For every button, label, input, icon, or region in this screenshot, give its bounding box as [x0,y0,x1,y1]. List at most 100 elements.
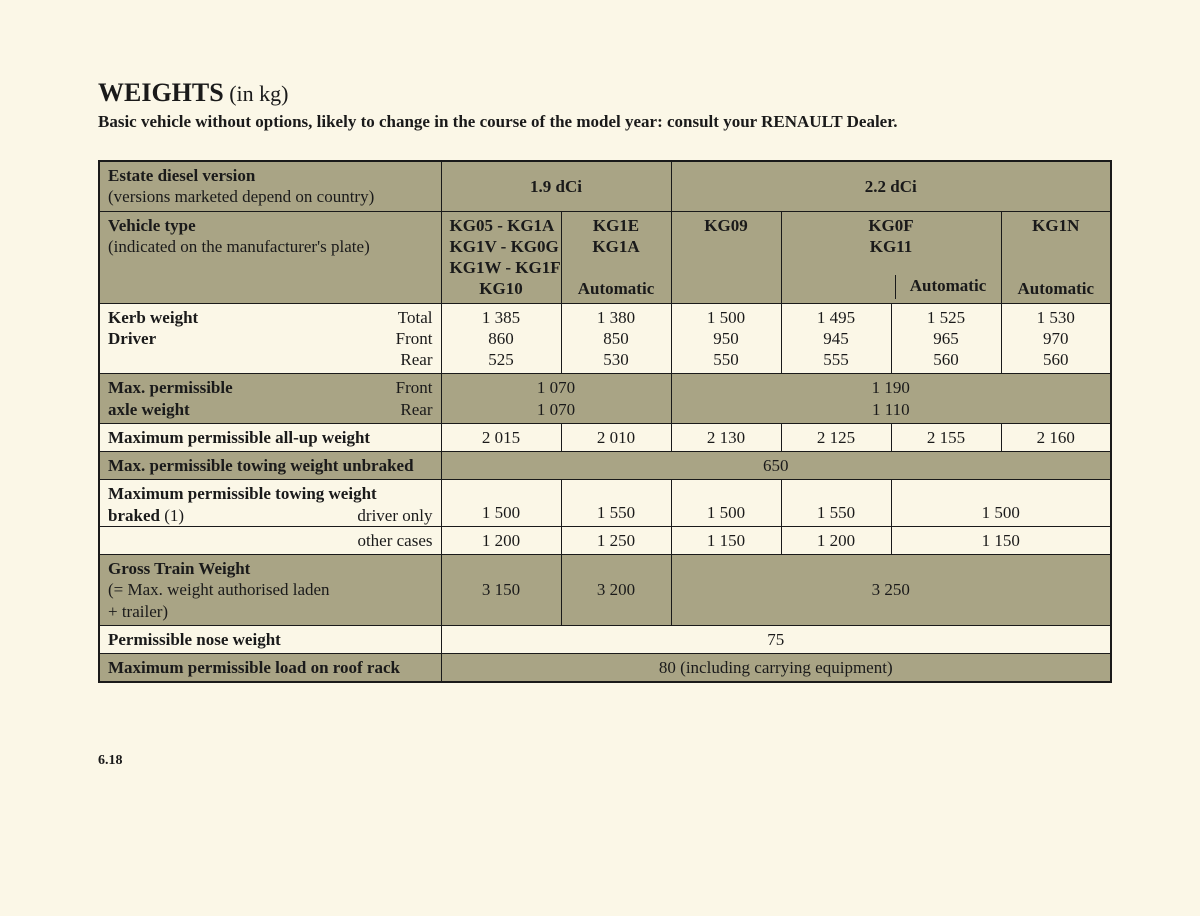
kerb-c5: 1 525 965 560 [891,303,1001,374]
hdr-col3: KG09 [671,211,781,303]
axle-g2-f: 1 190 [872,378,910,397]
braked-o-c1: 1 200 [441,526,561,554]
hdr-col6-l1: KG1N [1032,216,1079,235]
row-kerb-subs: Total Front Rear [349,303,441,374]
row-kerb-sub-front: Front [396,329,433,348]
axle-g1-f: 1 070 [537,378,575,397]
row-nose: Permissible nose weight 75 [99,625,1111,653]
gtw-c2: 3 200 [561,555,671,626]
row-braked-sub-other: other cases [99,526,441,554]
braked-o-c3: 1 150 [671,526,781,554]
kerb-c1-f: 860 [488,329,514,348]
weights-table: Estate diesel version (versions marketed… [98,160,1112,683]
kerb-c4-t: 1 495 [817,308,855,327]
hdr-col3-l1: KG09 [704,216,747,235]
braked-d-c2: 1 550 [561,480,671,527]
row-kerb-sub-rear: Rear [400,350,432,369]
braked-o-c2: 1 250 [561,526,671,554]
row-unbraked-val: 650 [441,452,1111,480]
hdr-vt-bold: Vehicle type [108,216,196,235]
row-braked-other: other cases 1 200 1 250 1 150 1 200 1 15… [99,526,1111,554]
hdr-vehicle-type: Vehicle type (indicated on the manufactu… [99,211,441,303]
row-axle-label: Max. permissible axle weight [99,374,349,424]
row-allup: Maximum permissible all-up weight 2 015 … [99,423,1111,451]
row-unbraked: Max. permissible towing weight unbraked … [99,452,1111,480]
hdr-col2-auto: Automatic [578,279,654,298]
kerb-c4: 1 495 945 555 [781,303,891,374]
kerb-c5-r: 560 [933,350,959,369]
allup-c5: 2 155 [891,423,1001,451]
row-kerb-label: Kerb weight Driver [99,303,349,374]
kerb-c2-t: 1 380 [597,308,635,327]
kerb-c1: 1 385 860 525 [441,303,561,374]
hdr-col6-auto: Automatic [1018,279,1094,298]
hdr-estate-bold: Estate diesel version [108,166,255,185]
kerb-c5-f: 965 [933,329,959,348]
row-gtw-l3: + trailer) [108,602,168,621]
document-page: WEIGHTS (in kg) Basic vehicle without op… [0,0,1200,769]
hdr-col4-5: KG0F KG11 Automatic [781,211,1001,303]
row-kerb-l2: Driver [108,329,156,348]
row-axle-subs: Front Rear [349,374,441,424]
row-gtw: Gross Train Weight (= Max. weight author… [99,555,1111,626]
subtitle: Basic vehicle without options, likely to… [98,112,1102,132]
row-axle-l2: axle weight [108,400,190,419]
header-row-vehicle-type: Vehicle type (indicated on the manufactu… [99,211,1111,303]
allup-c6: 2 160 [1001,423,1111,451]
kerb-c3-r: 550 [713,350,739,369]
kerb-c3-f: 950 [713,329,739,348]
hdr-vt-sub: (indicated on the manufacturer's plate) [108,237,370,256]
hdr-col6: KG1N Automatic [1001,211,1111,303]
kerb-c2: 1 380 850 530 [561,303,671,374]
allup-c3: 2 130 [671,423,781,451]
row-braked-l2: braked [108,506,160,525]
row-kerb-l1: Kerb weight [108,308,198,327]
hdr-estate: Estate diesel version (versions marketed… [99,161,441,211]
hdr-col2: KG1E KG1A Automatic [561,211,671,303]
allup-c2: 2 010 [561,423,671,451]
hdr-col1-l3: KG1W - KG1F [450,258,561,277]
braked-d-c56: 1 500 [891,480,1111,527]
hdr-engine-22: 2.2 dCi [671,161,1111,211]
row-unbraked-label: Max. permissible towing weight unbraked [99,452,441,480]
row-allup-label: Maximum permissible all-up weight [99,423,441,451]
gtw-c1: 3 150 [441,555,561,626]
kerb-c4-f: 945 [823,329,849,348]
row-kerb: Kerb weight Driver Total Front Rear 1 38… [99,303,1111,374]
row-braked-label: Maximum permissible towing weight braked… [99,480,441,527]
hdr-estate-sub: (versions marketed depend on country) [108,187,374,206]
hdr-col1-l1: KG05 - KG1A [450,216,555,235]
header-row-engine: Estate diesel version (versions marketed… [99,161,1111,211]
row-gtw-l1: Gross Train Weight [108,559,250,578]
row-gtw-l2: (= Max. weight authorised laden [108,580,330,599]
page-number: 6.18 [98,753,1102,769]
hdr-col1: KG05 - KG1A KG1V - KG0G KG1W - KG1F KG10 [441,211,561,303]
title-strong: WEIGHTS [98,78,224,107]
kerb-c3: 1 500 950 550 [671,303,781,374]
kerb-c2-r: 530 [603,350,629,369]
kerb-c6-r: 560 [1043,350,1069,369]
allup-c4: 2 125 [781,423,891,451]
row-nose-label: Permissible nose weight [99,625,441,653]
row-roof-val: 80 (including carrying equipment) [441,654,1111,683]
row-braked-l1: Maximum permissible towing weight [108,484,377,503]
kerb-c1-t: 1 385 [482,308,520,327]
allup-c1: 2 015 [441,423,561,451]
axle-g1: 1 070 1 070 [441,374,671,424]
hdr-engine-19: 1.9 dCi [441,161,671,211]
braked-o-c4: 1 200 [781,526,891,554]
hdr-col5-auto: Automatic [895,275,1001,299]
row-axle-sub-front: Front [396,378,433,397]
braked-o-c56: 1 150 [891,526,1111,554]
braked-d-c1: 1 500 [441,480,561,527]
row-roof: Maximum permissible load on roof rack 80… [99,654,1111,683]
hdr-col1-l2: KG1V - KG0G [450,237,559,256]
kerb-c3-t: 1 500 [707,308,745,327]
title-unit: (in kg) [229,81,288,106]
axle-g1-r: 1 070 [537,400,575,419]
hdr-col4-l2: KG11 [870,237,913,256]
kerb-c4-r: 555 [823,350,849,369]
hdr-col2-l2: KG1A [592,237,639,256]
row-nose-val: 75 [441,625,1111,653]
kerb-c5-t: 1 525 [927,308,965,327]
